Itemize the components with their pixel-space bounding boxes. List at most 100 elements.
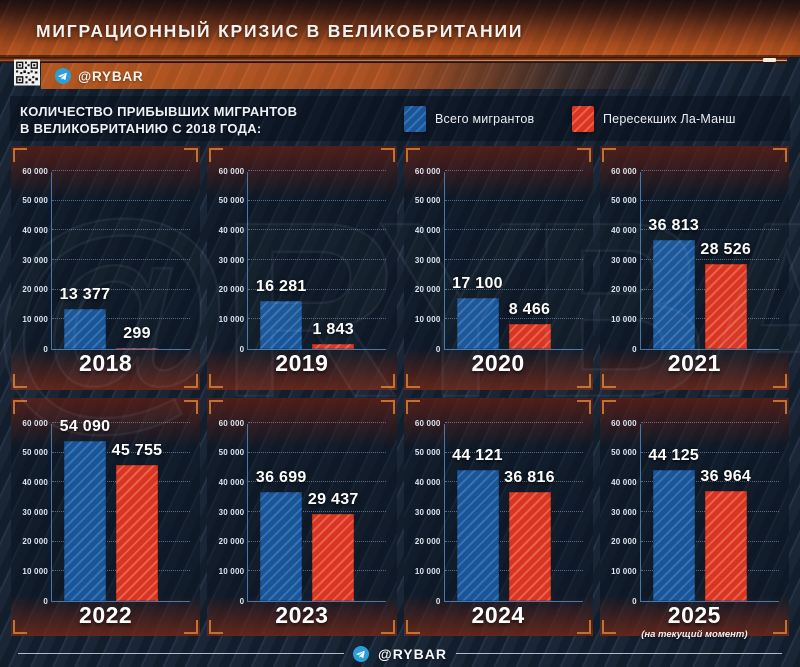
grid-line bbox=[444, 451, 583, 453]
y-tick-label: 0 bbox=[632, 344, 637, 354]
value-label-channel-2023: 29 437 bbox=[307, 490, 359, 508]
panel-corner-tl bbox=[601, 148, 616, 162]
y-tick-label: 30 000 bbox=[22, 255, 48, 265]
page-title: МИГРАЦИОННЫЙ КРИЗИС В ВЕЛИКОБРИТАНИИ bbox=[36, 21, 524, 41]
grid-line bbox=[640, 422, 779, 423]
grid-line bbox=[248, 259, 387, 260]
grid-line bbox=[444, 199, 583, 201]
y-tick-label: 40 000 bbox=[414, 225, 441, 235]
header-banner: МИГРАЦИОННЫЙ КРИЗИС В ВЕЛИКОБРИТАНИИ bbox=[0, 0, 800, 57]
x-axis-label-2022: 2022 bbox=[11, 603, 200, 628]
y-tick-label: 60 000 bbox=[611, 166, 637, 176]
panel-corner-tr bbox=[773, 400, 787, 414]
telegram-icon bbox=[353, 645, 370, 662]
channel-banner: @RYBAR bbox=[41, 63, 689, 89]
y-tick-label: 30 000 bbox=[611, 255, 637, 265]
grid-line bbox=[248, 229, 387, 231]
bar-total-2020 bbox=[456, 298, 499, 349]
y-tick-label: 0 bbox=[43, 344, 48, 354]
bar-channel-2020 bbox=[508, 323, 551, 349]
grid-line bbox=[248, 199, 387, 201]
panel-corner-bl bbox=[405, 374, 420, 388]
bar-total-2025 bbox=[652, 470, 695, 601]
y-tick-label: 0 bbox=[632, 596, 637, 606]
panel-corner-br bbox=[773, 374, 787, 388]
grid-line bbox=[248, 511, 387, 512]
chart-panel-2021: 0 10 000 20 000 30 000 40 000 50 000 60 000 36 … bbox=[599, 146, 789, 390]
y-tick-label: 60 000 bbox=[22, 166, 48, 176]
panel-corner-bl bbox=[209, 620, 224, 634]
value-label-channel-2024: 36 816 bbox=[504, 468, 555, 486]
panel-corner-tr bbox=[773, 148, 787, 162]
panel-corner-tr bbox=[380, 400, 395, 414]
y-tick-label: 50 000 bbox=[414, 196, 441, 206]
y-tick-label: 0 bbox=[239, 344, 245, 354]
value-label-channel-2025: 36 964 bbox=[700, 468, 752, 486]
y-tick-label: 30 000 bbox=[218, 255, 245, 265]
panel-corner-bl bbox=[601, 374, 616, 388]
panel-corner-bl bbox=[13, 620, 27, 634]
y-tick-label: 40 000 bbox=[611, 477, 637, 487]
chart-plot-2024: 0 10 000 20 000 30 000 40 000 50 000 60 000 44 … bbox=[415, 419, 583, 606]
panel-corner-br bbox=[576, 620, 591, 634]
y-tick-label: 60 000 bbox=[414, 166, 441, 176]
y-tick-label: 40 000 bbox=[414, 477, 441, 487]
panel-corner-tr bbox=[380, 148, 395, 162]
y-tick-label: 20 000 bbox=[414, 537, 441, 547]
y-tick-label: 50 000 bbox=[218, 448, 245, 458]
grid-line bbox=[444, 229, 583, 231]
grid-line bbox=[52, 318, 190, 320]
y-tick-label: 60 000 bbox=[218, 166, 245, 176]
panel-corner-br bbox=[184, 620, 199, 634]
y-tick-label: 10 000 bbox=[218, 314, 245, 324]
year-note-2025: (на текущий момент) bbox=[641, 628, 748, 640]
qr-code bbox=[14, 59, 40, 86]
header-divider-line bbox=[0, 59, 787, 61]
grid-line bbox=[640, 481, 779, 483]
y-tick-label: 10 000 bbox=[611, 314, 637, 324]
y-tick-label: 10 000 bbox=[414, 566, 441, 576]
grid-line bbox=[52, 229, 190, 231]
telegram-icon bbox=[55, 68, 71, 84]
y-tick-label: 40 000 bbox=[611, 225, 637, 235]
panel-corner-tl bbox=[13, 400, 27, 414]
grid-line bbox=[640, 170, 779, 171]
y-tick-label: 10 000 bbox=[22, 314, 48, 324]
chart-panel-2018: 0 10 000 20 000 30 000 40 000 50 000 60 000 13 … bbox=[11, 146, 201, 390]
bar-total-2024 bbox=[456, 470, 499, 601]
chart-panel-2020: 0 10 000 20 000 30 000 40 000 50 000 60 000 17 … bbox=[403, 146, 593, 390]
grid-line bbox=[444, 288, 583, 290]
bar-total-2018 bbox=[64, 309, 106, 349]
y-tick-label: 40 000 bbox=[22, 477, 48, 487]
y-tick-label: 10 000 bbox=[218, 566, 245, 576]
grid-line bbox=[52, 288, 190, 290]
year-label-2020: 2020 bbox=[471, 350, 525, 376]
legend-swatch-total bbox=[404, 106, 426, 132]
grid-line bbox=[640, 259, 779, 260]
value-label-total-2024: 44 121 bbox=[452, 447, 503, 465]
panel-corner-tr bbox=[184, 400, 199, 414]
panel-corner-tl bbox=[405, 148, 420, 162]
legend-label-total: Всего мигрантов bbox=[435, 112, 535, 126]
bar-total-2021 bbox=[652, 239, 695, 349]
panel-corner-bl bbox=[601, 620, 616, 634]
header-divider-dash bbox=[763, 57, 776, 62]
grid-line bbox=[640, 451, 779, 453]
value-label-channel-2020: 8 466 bbox=[508, 300, 551, 318]
legend-item-total: Всего мигрантов bbox=[404, 106, 534, 132]
grid-line bbox=[444, 259, 583, 260]
grid-line bbox=[52, 259, 190, 260]
y-tick-label: 60 000 bbox=[22, 418, 48, 428]
chart-heading: КОЛИЧЕСТВО ПРИБЫВШИХ МИГРАНТОВ В ВЕЛИКОБ… bbox=[20, 103, 297, 137]
value-label-total-2025: 44 125 bbox=[648, 447, 700, 465]
legend-item-channel: Пересекших Ла-Манш bbox=[572, 106, 736, 132]
footer-channel: @RYBAR bbox=[378, 645, 447, 662]
y-tick-label: 50 000 bbox=[22, 448, 48, 458]
bar-total-2023 bbox=[260, 492, 303, 601]
chart-plot-2025: 0 10 000 20 000 30 000 40 000 50 000 60 000 44 … bbox=[611, 419, 779, 606]
panel-corner-tl bbox=[209, 400, 224, 414]
year-label-2019: 2019 bbox=[275, 350, 329, 376]
y-tick-label: 60 000 bbox=[218, 418, 245, 428]
chart-panel-2024: 0 10 000 20 000 30 000 40 000 50 000 60 000 44 … bbox=[403, 398, 593, 636]
year-label-2023: 2023 bbox=[275, 602, 329, 628]
